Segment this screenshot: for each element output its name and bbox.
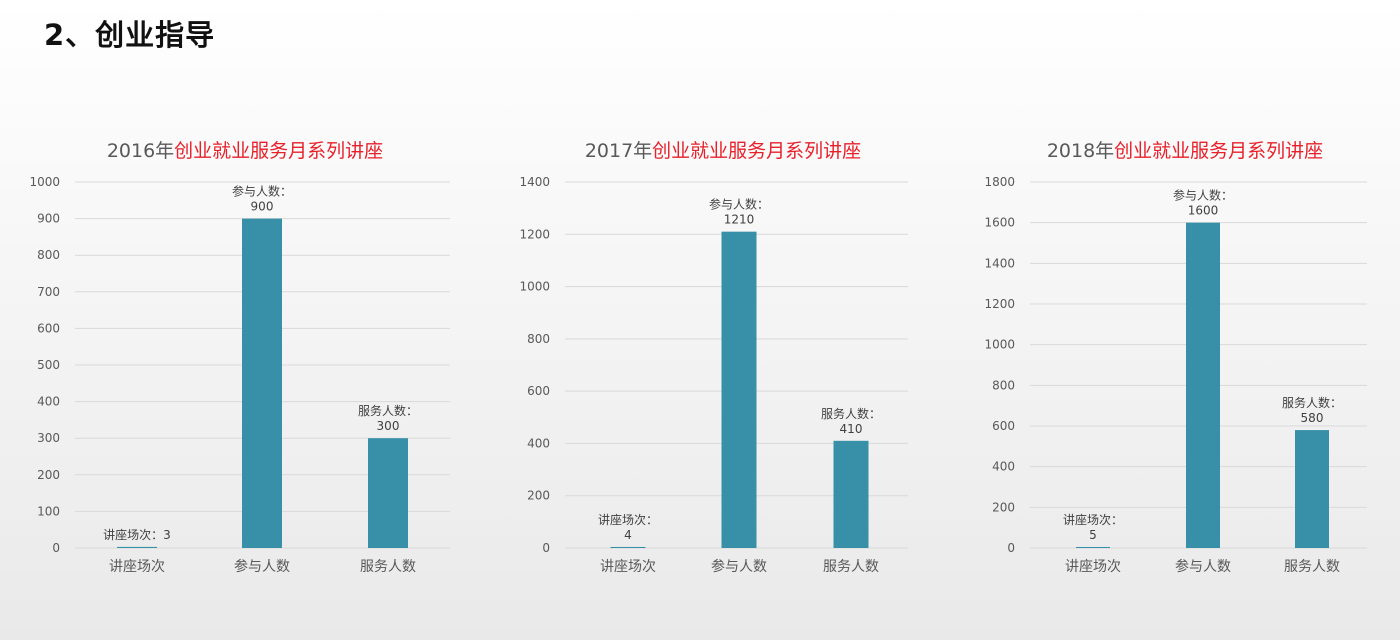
y-tick-label: 1400 [519,175,550,189]
x-category-label: 服务人数 [1284,559,1340,575]
y-tick-label: 1000 [29,175,60,189]
data-label: 讲座场次： [1063,512,1123,527]
chart-title: 2017年创业就业服务月系列讲座 [585,140,861,162]
y-tick-label: 400 [527,436,550,450]
bar [721,231,757,548]
bar [833,440,869,548]
y-tick-label: 600 [527,384,550,398]
y-tick-label: 1400 [984,256,1015,270]
y-tick-label: 0 [52,541,60,555]
data-label: 服务人数： [821,406,881,421]
bar [610,546,646,548]
y-tick-label: 800 [37,248,60,262]
y-tick-label: 600 [992,419,1015,433]
y-tick-label: 1600 [984,216,1015,230]
y-tick-label: 800 [992,378,1015,392]
data-label: 服务人数： [1282,395,1342,410]
y-tick-label: 0 [542,541,550,555]
data-label: 参与人数： [232,184,292,199]
y-tick-label: 900 [37,212,60,226]
y-tick-label: 500 [37,358,60,372]
bar [1295,430,1329,548]
x-category-label: 参与人数 [1175,558,1231,575]
y-tick-label: 0 [1007,541,1015,555]
x-category-label: 讲座场次 [600,559,656,575]
x-category-label: 参与人数 [234,558,290,575]
chart-2017: 2017年创业就业服务月系列讲座 0 200 400 600 800 1000 1200 140… [519,140,908,575]
page-title: 2、创业指导 [44,18,216,52]
chart-title: 2016年创业就业服务月系列讲座 [107,140,383,162]
y-tick-label: 1000 [519,280,550,294]
data-label: 1210 [724,213,755,227]
data-label: 讲座场次：3 [103,527,171,542]
data-label: 参与人数： [1173,188,1233,203]
chart-2018: 2018年创业就业服务月系列讲座 0 200 400 600 800 1000 1200 140… [984,140,1367,575]
y-tick-label: 100 [37,504,60,518]
y-tick-label: 200 [37,468,60,482]
chart-2016: 2016年创业就业服务月系列讲座 0 100 200 300 400 500 600 700 80… [29,140,450,575]
y-tick-label: 200 [527,489,550,503]
data-label: 900 [251,200,274,214]
data-label: 410 [840,422,863,436]
y-tick-label: 600 [37,321,60,335]
y-tick-label: 400 [37,395,60,409]
data-label: 5 [1089,528,1097,542]
x-category-label: 讲座场次 [109,559,165,575]
bar [1186,222,1220,548]
y-tick-label: 300 [37,431,60,445]
data-label: 580 [1301,411,1324,425]
data-label: 1600 [1188,204,1219,218]
y-tick-label: 200 [992,500,1015,514]
x-category-label: 讲座场次 [1065,559,1121,575]
y-tick-label: 800 [527,332,550,346]
bar [1076,546,1110,548]
data-label: 300 [377,419,400,433]
y-tick-label: 700 [37,285,60,299]
bar [117,546,157,548]
bar [242,218,282,548]
x-category-label: 服务人数 [823,559,879,575]
x-category-label: 参与人数 [711,558,767,575]
y-tick-label: 400 [992,460,1015,474]
data-label: 讲座场次： [598,512,658,527]
bar [368,438,408,548]
data-label: 参与人数： [709,197,769,212]
y-tick-label: 1000 [984,338,1015,352]
y-tick-label: 1200 [984,297,1015,311]
y-tick-label: 1200 [519,227,550,241]
y-tick-label: 1800 [984,175,1015,189]
data-label: 服务人数： [358,403,418,418]
chart-title: 2018年创业就业服务月系列讲座 [1047,140,1323,162]
x-category-label: 服务人数 [360,559,416,575]
data-label: 4 [624,528,632,542]
